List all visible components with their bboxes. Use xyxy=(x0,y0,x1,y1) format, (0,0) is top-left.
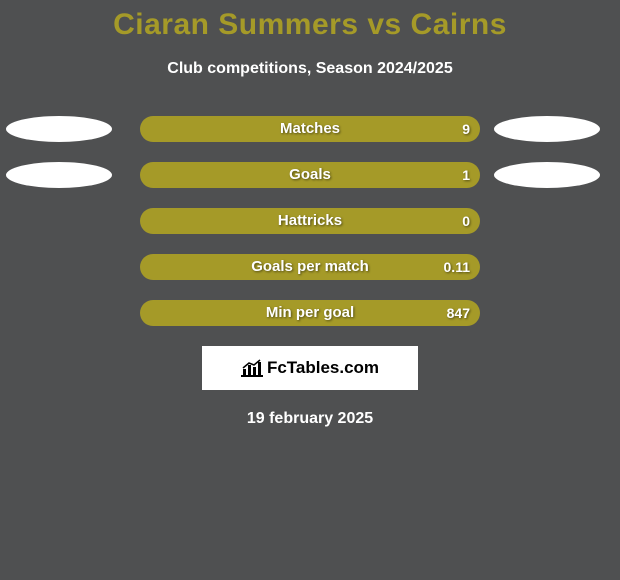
stat-row-hattricks: Hattricks 0 xyxy=(0,208,620,234)
subtitle: Club competitions, Season 2024/2025 xyxy=(0,60,620,78)
stat-value: 0 xyxy=(462,208,470,234)
stat-rows: Matches 9 Goals 1 Hattricks 0 Goals per … xyxy=(0,116,620,326)
chart-icon xyxy=(241,359,263,377)
logo-box: FcTables.com xyxy=(202,346,418,390)
right-oval xyxy=(494,116,600,142)
stat-label: Hattricks xyxy=(140,208,480,234)
stat-row-matches: Matches 9 xyxy=(0,116,620,142)
left-oval xyxy=(6,116,112,142)
stat-row-min-per-goal: Min per goal 847 xyxy=(0,300,620,326)
date-text: 19 february 2025 xyxy=(0,410,620,428)
right-oval xyxy=(494,162,600,188)
stats-card: Ciaran Summers vs Cairns Club competitio… xyxy=(0,0,620,428)
page-title: Ciaran Summers vs Cairns xyxy=(0,8,620,42)
stat-value: 847 xyxy=(447,300,470,326)
stat-value: 9 xyxy=(462,116,470,142)
stat-row-goals-per-match: Goals per match 0.11 xyxy=(0,254,620,280)
logo-text: FcTables.com xyxy=(267,358,379,378)
stat-label: Matches xyxy=(140,116,480,142)
logo: FcTables.com xyxy=(241,358,379,378)
stat-label: Min per goal xyxy=(140,300,480,326)
stat-value: 1 xyxy=(462,162,470,188)
stat-label: Goals xyxy=(140,162,480,188)
left-oval xyxy=(6,162,112,188)
stat-value: 0.11 xyxy=(444,254,470,280)
stat-label: Goals per match xyxy=(140,254,480,280)
stat-row-goals: Goals 1 xyxy=(0,162,620,188)
